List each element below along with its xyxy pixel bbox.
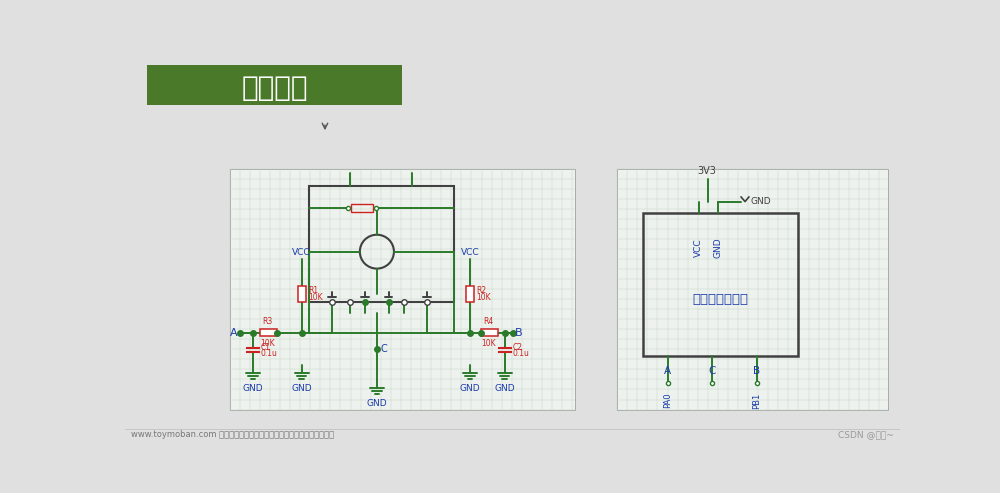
Text: VCC: VCC bbox=[461, 248, 479, 257]
Bar bbox=[481, 329, 498, 336]
Text: 3V3: 3V3 bbox=[697, 166, 716, 176]
Text: B: B bbox=[515, 327, 522, 338]
Text: GND: GND bbox=[460, 384, 480, 393]
Text: 10K: 10K bbox=[476, 293, 491, 302]
Text: 旋转编码器模块: 旋转编码器模块 bbox=[692, 293, 748, 306]
Text: R2: R2 bbox=[476, 286, 486, 295]
Text: R3: R3 bbox=[262, 317, 273, 325]
Text: GND: GND bbox=[494, 384, 515, 393]
Text: R4: R4 bbox=[483, 317, 494, 325]
Text: R1: R1 bbox=[308, 286, 318, 295]
Text: C1: C1 bbox=[261, 343, 271, 352]
Text: 硬件电路: 硬件电路 bbox=[241, 73, 308, 102]
Bar bbox=[466, 285, 474, 303]
Text: GND: GND bbox=[750, 197, 771, 206]
Text: 10K: 10K bbox=[481, 340, 496, 349]
Text: GND: GND bbox=[367, 399, 387, 409]
Text: A: A bbox=[664, 366, 671, 376]
Text: C2: C2 bbox=[512, 343, 522, 352]
Text: PA0: PA0 bbox=[663, 392, 672, 408]
Text: GND: GND bbox=[713, 238, 722, 258]
Bar bbox=[260, 329, 277, 336]
Bar bbox=[147, 65, 402, 106]
Text: A: A bbox=[230, 327, 237, 338]
Text: C: C bbox=[381, 345, 388, 354]
Text: B: B bbox=[753, 366, 760, 376]
Bar bbox=[230, 169, 574, 410]
Text: 0.1u: 0.1u bbox=[261, 349, 278, 358]
Text: 10K: 10K bbox=[308, 293, 323, 302]
Bar bbox=[617, 169, 888, 410]
Text: 10K: 10K bbox=[260, 340, 275, 349]
Text: www.toymoban.com 网络图片仅供展示，非存储，如有侵权请联系删除。: www.toymoban.com 网络图片仅供展示，非存储，如有侵权请联系删除。 bbox=[131, 430, 334, 439]
Bar bbox=[309, 186, 454, 302]
Text: VCC: VCC bbox=[694, 239, 703, 257]
Text: C: C bbox=[708, 366, 715, 376]
Text: PB1: PB1 bbox=[752, 392, 761, 409]
Text: CSDN @乖凉~: CSDN @乖凉~ bbox=[838, 430, 894, 439]
Text: VCC: VCC bbox=[292, 248, 311, 257]
Bar bbox=[351, 204, 373, 211]
Text: 0.1u: 0.1u bbox=[512, 349, 529, 358]
Text: GND: GND bbox=[243, 384, 263, 393]
Bar bbox=[298, 285, 306, 303]
Text: GND: GND bbox=[291, 384, 312, 393]
Bar bbox=[643, 213, 798, 355]
